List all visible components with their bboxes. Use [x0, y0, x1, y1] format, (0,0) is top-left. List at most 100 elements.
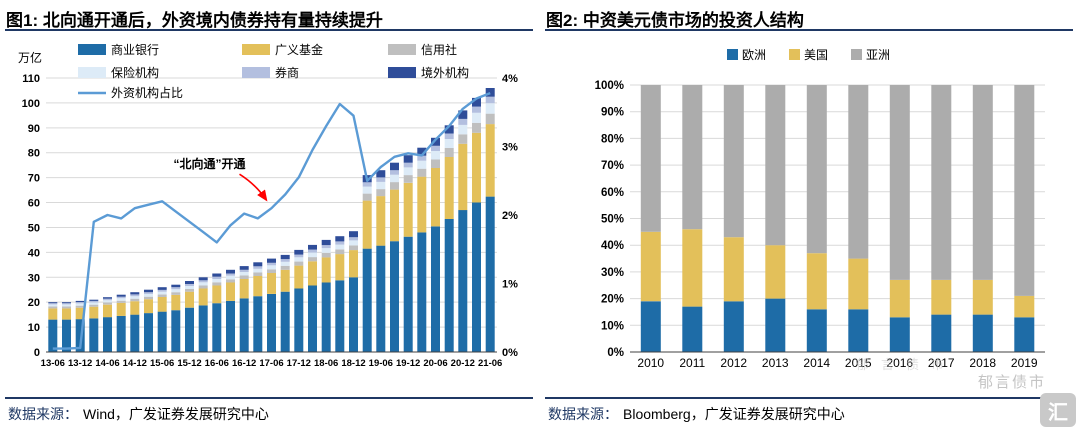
bar-segment	[931, 314, 952, 352]
bar-segment	[239, 275, 249, 279]
bar-segment	[485, 124, 495, 197]
bar-segment	[403, 236, 413, 352]
bar-segment	[294, 249, 304, 255]
bar-segment	[171, 289, 181, 293]
bar-segment	[390, 189, 399, 242]
svg-text:17-06: 17-06	[259, 358, 283, 369]
bar-segment	[212, 273, 222, 277]
bar-segment	[157, 291, 167, 295]
bar-segment	[889, 279, 910, 318]
bar-segment	[848, 258, 869, 310]
bar-segment	[253, 272, 263, 276]
bar-segment	[335, 241, 345, 245]
svg-text:2011: 2011	[679, 356, 705, 370]
bar-segment	[253, 266, 263, 269]
bar-segment	[185, 289, 194, 292]
bar-segment	[103, 298, 112, 301]
bar-segment	[130, 298, 140, 302]
bar-segment	[130, 292, 140, 295]
bar-segment	[48, 319, 58, 352]
bar-segment	[226, 275, 235, 280]
svg-text:“北向通”开通: “北向通”开通	[173, 156, 245, 171]
bar-segment	[62, 319, 71, 352]
svg-text:20: 20	[28, 297, 40, 309]
bar-segment	[239, 269, 249, 272]
panel-figure-1: 图1: 北向通开通后，外资境内债券持有量持续提升 0 10 20 30 40 50 60 70…	[5, 11, 533, 422]
bar-segment	[130, 294, 140, 297]
bar-segment	[157, 294, 167, 297]
legend-swatch	[78, 44, 106, 55]
bar-segment	[682, 229, 703, 307]
bar-segment	[75, 305, 85, 308]
svg-text:110: 110	[22, 73, 40, 85]
x-axis-labels: 2010 2011 2012 2013 2014 2015 2016 2017 2018 2019	[637, 356, 1038, 370]
bar-segment	[308, 244, 317, 250]
svg-text:20-12: 20-12	[451, 358, 475, 369]
figure-2-footer-rule	[545, 397, 1073, 399]
legend-swatch	[388, 67, 416, 78]
bar-segment	[171, 295, 181, 311]
svg-text:2016: 2016	[886, 356, 913, 370]
bar-segment	[458, 210, 468, 352]
svg-text:券商: 券商	[275, 65, 299, 80]
bar-segment	[806, 309, 827, 352]
bar-segment	[485, 88, 495, 97]
bar-segment	[75, 319, 85, 352]
svg-text:90: 90	[28, 123, 40, 135]
bar-segment	[321, 252, 331, 258]
svg-text:境外机构: 境外机构	[421, 65, 469, 80]
bar-segment	[472, 112, 481, 123]
bar-segment	[444, 133, 454, 139]
bar-segment	[390, 182, 399, 190]
bar-segment	[212, 303, 222, 352]
svg-text:13-12: 13-12	[68, 358, 92, 369]
bar-segment	[806, 253, 827, 310]
legend-swatch	[851, 49, 862, 60]
bar-segment	[889, 85, 910, 280]
bar-segment	[89, 318, 99, 352]
bar-segment	[376, 177, 386, 182]
bar-segment	[349, 237, 358, 241]
bar-segment	[321, 282, 331, 352]
bar-segment	[321, 257, 331, 283]
bar-segment	[103, 297, 112, 299]
bar-segment	[335, 249, 345, 255]
figure-1-footer-rule	[5, 397, 533, 399]
svg-text:16-12: 16-12	[232, 358, 256, 369]
bar-segment	[157, 297, 167, 312]
bar-segment	[157, 311, 167, 352]
right-axis-labels: 0% 1% 2% 3% 4%	[502, 73, 518, 359]
bar-segment	[472, 97, 481, 107]
bar-segment	[280, 265, 290, 270]
bar-segment	[485, 103, 495, 114]
figure-1-title: 图1: 北向通开通后，外资境内债券持有量持续提升	[6, 11, 383, 30]
bar-segment	[212, 279, 222, 283]
legend: 欧洲 美国 亚洲	[727, 48, 890, 62]
bar-segment	[472, 122, 481, 133]
bar-segment	[116, 315, 126, 352]
bar-segment	[417, 176, 427, 233]
bar-segment	[723, 85, 744, 238]
watermark-text: 郁言债市	[978, 374, 1047, 391]
bar-segment	[806, 85, 827, 254]
left-axis-labels: 0 10 20 30 40 50 60 70 80 90 100 110	[22, 73, 40, 359]
svg-text:70%: 70%	[601, 160, 624, 172]
x-axis-labels: 13-06 13-12 14-06 14-12 15-06 15-12 16-06 16-12…	[41, 358, 503, 369]
bar-segment	[321, 245, 331, 249]
bar-segment	[444, 139, 454, 148]
bar-segment	[267, 265, 276, 270]
bar-segment	[765, 85, 786, 246]
svg-text:4%: 4%	[502, 73, 518, 85]
svg-text:21-06: 21-06	[478, 358, 502, 369]
bar-segment	[349, 277, 358, 352]
bar-segment	[280, 254, 290, 260]
bar-segment	[335, 236, 345, 242]
bar-segment	[130, 301, 140, 315]
bar-segment	[144, 299, 153, 314]
svg-text:30: 30	[28, 272, 40, 284]
legend-swatch	[388, 44, 416, 55]
bar-segment	[198, 288, 208, 306]
bar-segment	[321, 248, 331, 253]
svg-text:18-06: 18-06	[314, 358, 338, 369]
bar-segment	[417, 232, 427, 352]
